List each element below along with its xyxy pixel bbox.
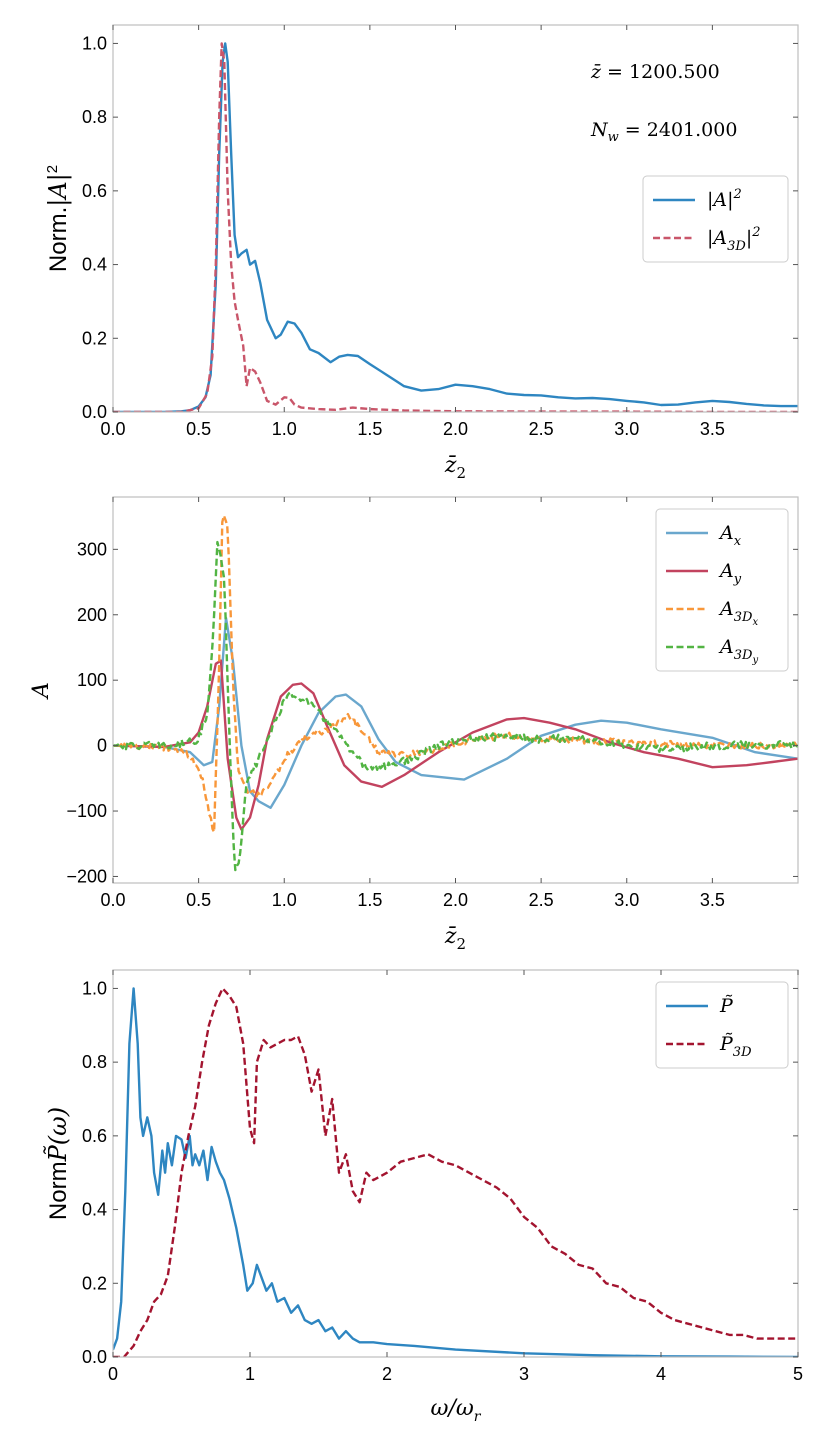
y-tick-label: 0.6: [82, 1126, 107, 1146]
x-tick-label: 0.0: [100, 890, 125, 910]
series-line-A3Dx-2: [113, 514, 798, 834]
legend-label: |A3D|2: [707, 225, 761, 254]
y-tick-label: −100: [66, 801, 107, 821]
x-tick-label: 0.0: [100, 419, 125, 439]
x-tick-label: 2.0: [443, 890, 468, 910]
panel-middle: 0.0 0.5 1.0 1.5 2.0 2.5 3.0 3.5 −200 −100 0 100 200 3…: [29, 496, 799, 953]
x-tick-label: 3.5: [700, 419, 725, 439]
axes-frame: [112, 969, 799, 1358]
y-tick-label: −200: [66, 866, 107, 886]
x-tick-label: 0: [108, 1364, 118, 1384]
y-tick-label: 0: [97, 736, 107, 756]
legend-box: [655, 508, 789, 672]
x-tick-label: 1.5: [357, 419, 382, 439]
legend-label: P̃: [719, 995, 734, 1017]
x-axis-label: ω/ωr: [431, 1396, 482, 1425]
annotation-zbar: z̄ = 1200.500: [590, 61, 720, 83]
y-tick-label: 0.0: [82, 1347, 107, 1367]
series-line-Ay-1: [113, 659, 798, 831]
series-line-A3Dy-3: [113, 540, 798, 872]
y-axis-label: NormP̃(ω): [44, 1107, 72, 1220]
legend-label: A3Dy: [718, 636, 758, 666]
y-tick-label: 100: [77, 670, 107, 690]
x-tick-label: 2.0: [443, 419, 468, 439]
x-tick-label: 3.0: [614, 890, 639, 910]
x-axis-label: z̄2: [444, 453, 466, 482]
legend: Ax Ay A3Dx A3Dy: [655, 508, 789, 672]
y-tick-label: 200: [77, 605, 107, 625]
panel-bottom: 0 1 2 3 4 50.00.20.40.60.81.0ω/ωrNormP̃(ω)P̃P…: [44, 969, 803, 1425]
legend-box: [642, 175, 789, 263]
legend: P̃ P̃3D: [655, 981, 789, 1069]
series-line-P3D-1: [113, 987, 798, 1357]
y-tick-label: 0.6: [82, 181, 107, 201]
y-axis-label: A: [29, 682, 54, 700]
y-tick-label: 0.4: [82, 255, 107, 275]
x-tick-label: 4: [656, 1364, 666, 1384]
x-tick-label: 0.5: [186, 419, 211, 439]
x-tick-label: 0.5: [186, 890, 211, 910]
x-tick-label: 3.0: [614, 419, 639, 439]
legend-label: Ay: [718, 560, 742, 587]
y-tick-label: 0.0: [82, 402, 107, 422]
series-line-Ax-0: [113, 616, 798, 809]
x-tick-label: 3: [519, 1364, 529, 1384]
x-tick-label: 1.0: [272, 419, 297, 439]
series-group: [113, 514, 798, 872]
series-line-P-0: [113, 987, 798, 1357]
y-tick-label: 1.0: [82, 978, 107, 998]
panel-top: 0.0 0.5 1.0 1.5 2.0 2.5 3.0 3.5 0.0 0.2 0.4 0.6 0.8 1…: [44, 24, 799, 482]
annotation-nw: Nw = 2401.000: [590, 119, 737, 145]
series-line-A3D-1: [113, 42, 798, 412]
y-tick-label: 0.8: [82, 107, 107, 127]
y-tick-label: 0.4: [82, 1200, 107, 1220]
legend-label: |A|2: [707, 187, 742, 211]
x-tick-label: 1.0: [272, 890, 297, 910]
legend-label: Ax: [718, 522, 742, 549]
legend-label: A3Dx: [718, 598, 758, 628]
x-tick-label: 2.5: [529, 419, 554, 439]
legend: |A|2 |A3D|2: [642, 175, 789, 263]
legend-label: P̃3D: [719, 1033, 752, 1060]
y-tick-label: 0.8: [82, 1052, 107, 1072]
y-tick-label: 0.2: [82, 1273, 107, 1293]
series-group: [113, 42, 798, 412]
series-group: [113, 987, 798, 1357]
x-tick-label: 5: [793, 1364, 803, 1384]
x-tick-label: 3.5: [700, 890, 725, 910]
y-axis-label: Norm.|A|2: [44, 165, 73, 272]
y-tick-label: 0.2: [82, 328, 107, 348]
x-tick-label: 2: [382, 1364, 392, 1384]
legend-box: [655, 981, 789, 1069]
y-tick-label: 1.0: [82, 33, 107, 53]
x-tick-label: 2.5: [529, 890, 554, 910]
x-tick-label: 1.5: [357, 890, 382, 910]
y-tick-label: 300: [77, 539, 107, 559]
x-tick-label: 1: [245, 1364, 255, 1384]
x-axis-label: z̄2: [444, 924, 466, 953]
